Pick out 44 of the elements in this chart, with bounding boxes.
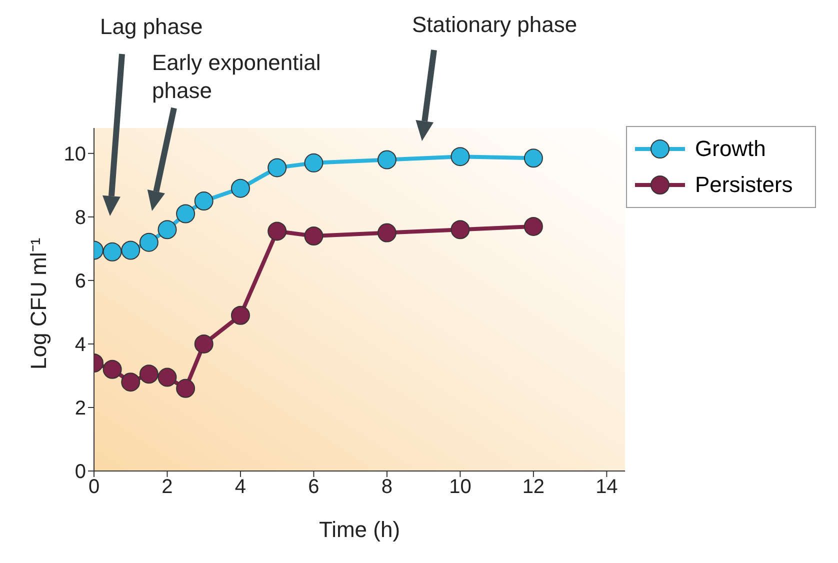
point [102,242,122,262]
point [304,226,324,246]
point [158,220,177,240]
point [377,223,396,242]
x-tick-label: 6 [308,476,320,498]
point [121,372,140,392]
y-tick-label: 6 [74,270,86,293]
point [304,153,324,172]
point [121,240,140,260]
y-tick-label: 0 [74,461,86,484]
y-tick-label: 4 [74,334,86,356]
x-tick-label: 12 [522,476,545,498]
point [139,232,158,252]
x-tick-label: 4 [234,476,246,498]
point [268,158,287,178]
text: Early exponential phase [152,50,321,103]
point [450,147,470,166]
y-axis-title: Log CFU ml⁻¹ [26,238,51,370]
legend-label: Persisters [695,172,793,198]
point [377,150,396,170]
x-tick-label: 14 [596,476,618,498]
point [102,360,122,379]
y-tick-label: 8 [74,207,86,230]
x-tick-label: 10 [449,476,472,498]
point [230,178,250,198]
x-tick-label: 8 [381,476,393,498]
point [194,334,214,354]
point [139,364,158,384]
x-axis-title: Time (h) [318,517,400,542]
point [176,378,196,398]
point [158,368,177,387]
point [268,222,287,241]
legend-label: Growth [695,136,766,162]
y-tick-label: 2 [74,398,86,420]
point [450,220,470,240]
point [524,148,543,168]
point [176,204,196,224]
point [230,306,250,325]
point [194,192,214,211]
point [524,216,543,236]
text: Stationary phase [412,12,578,37]
y-tick-label: 10 [64,144,86,166]
x-tick-label: 2 [162,476,173,498]
text: Lag phase [100,14,203,39]
